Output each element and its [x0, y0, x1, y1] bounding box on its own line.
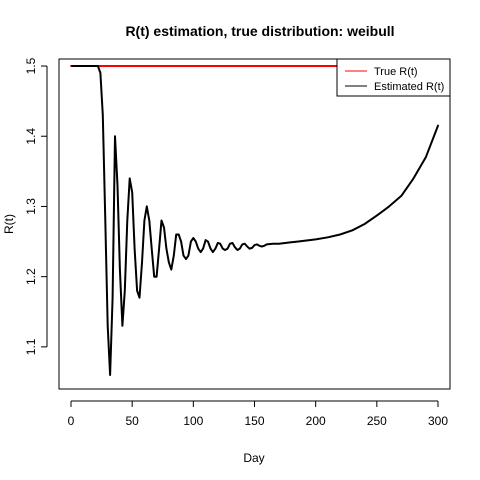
series-layer: [70, 65, 439, 376]
legend-entry: Estimated R(t): [374, 81, 444, 93]
x-tick-label: 0: [68, 414, 75, 428]
y-tick-label: 1.4: [24, 128, 38, 145]
series-line-estimated-r: [71, 65, 439, 376]
y-tick-label: 1.5: [24, 57, 38, 74]
legend-box: [336, 58, 451, 97]
x-tick-label: 250: [367, 414, 387, 428]
x-tick-label: 50: [125, 414, 139, 428]
x-tick-label: 100: [183, 414, 203, 428]
legend: True R(t) Estimated R(t): [336, 58, 451, 97]
y-tick-label: 1.2: [24, 268, 38, 285]
y-axis: 1.1 1.2 1.3 1.4 1.5: [24, 57, 48, 355]
x-tick-label: 200: [306, 414, 326, 428]
y-axis-label: R(t): [2, 214, 16, 234]
plot-frame: [58, 58, 451, 390]
y-tick-label: 1.3: [24, 198, 38, 215]
x-tick-label: 300: [428, 414, 448, 428]
y-tick-label: 1.1: [24, 338, 38, 355]
x-axis: 0 50 100 150 200 250 300: [68, 400, 448, 428]
chart-title: R(t) estimation, true distribution: weib…: [125, 23, 394, 39]
legend-entry: True R(t): [374, 66, 418, 78]
x-axis-label: Day: [243, 451, 264, 465]
x-tick-label: 150: [244, 414, 264, 428]
